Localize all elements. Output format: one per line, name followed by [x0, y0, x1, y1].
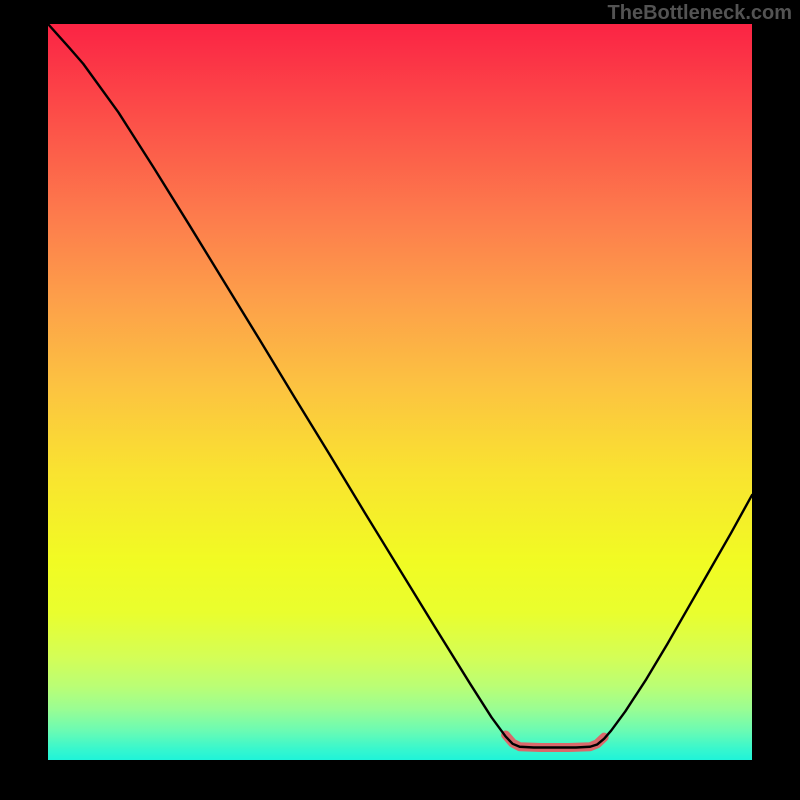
- main-curve-path: [48, 24, 752, 747]
- bottleneck-curve: [48, 24, 752, 760]
- chart-container: TheBottleneck.com: [0, 0, 800, 800]
- watermark-text: TheBottleneck.com: [608, 2, 792, 25]
- plot-area: [48, 24, 752, 760]
